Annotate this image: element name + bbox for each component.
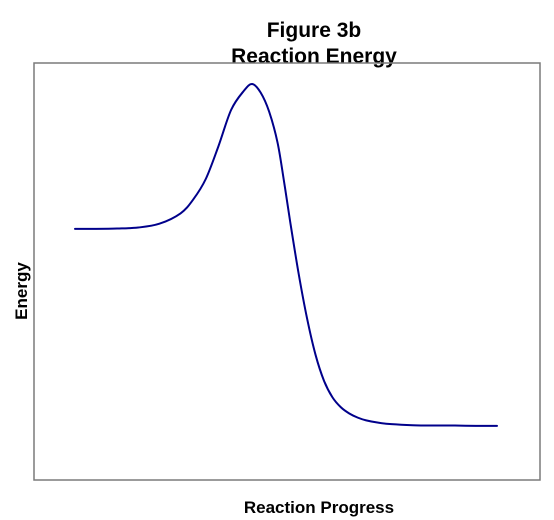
y-axis-label: Energy	[12, 262, 31, 320]
energy-curve-line	[74, 82, 498, 427]
series-layer	[74, 82, 498, 427]
x-axis-label: Reaction Progress	[244, 498, 394, 517]
chart-title: Figure 3b	[267, 19, 362, 42]
plot-frame	[33, 62, 541, 481]
chart-subtitle: Reaction Energy	[231, 45, 397, 68]
